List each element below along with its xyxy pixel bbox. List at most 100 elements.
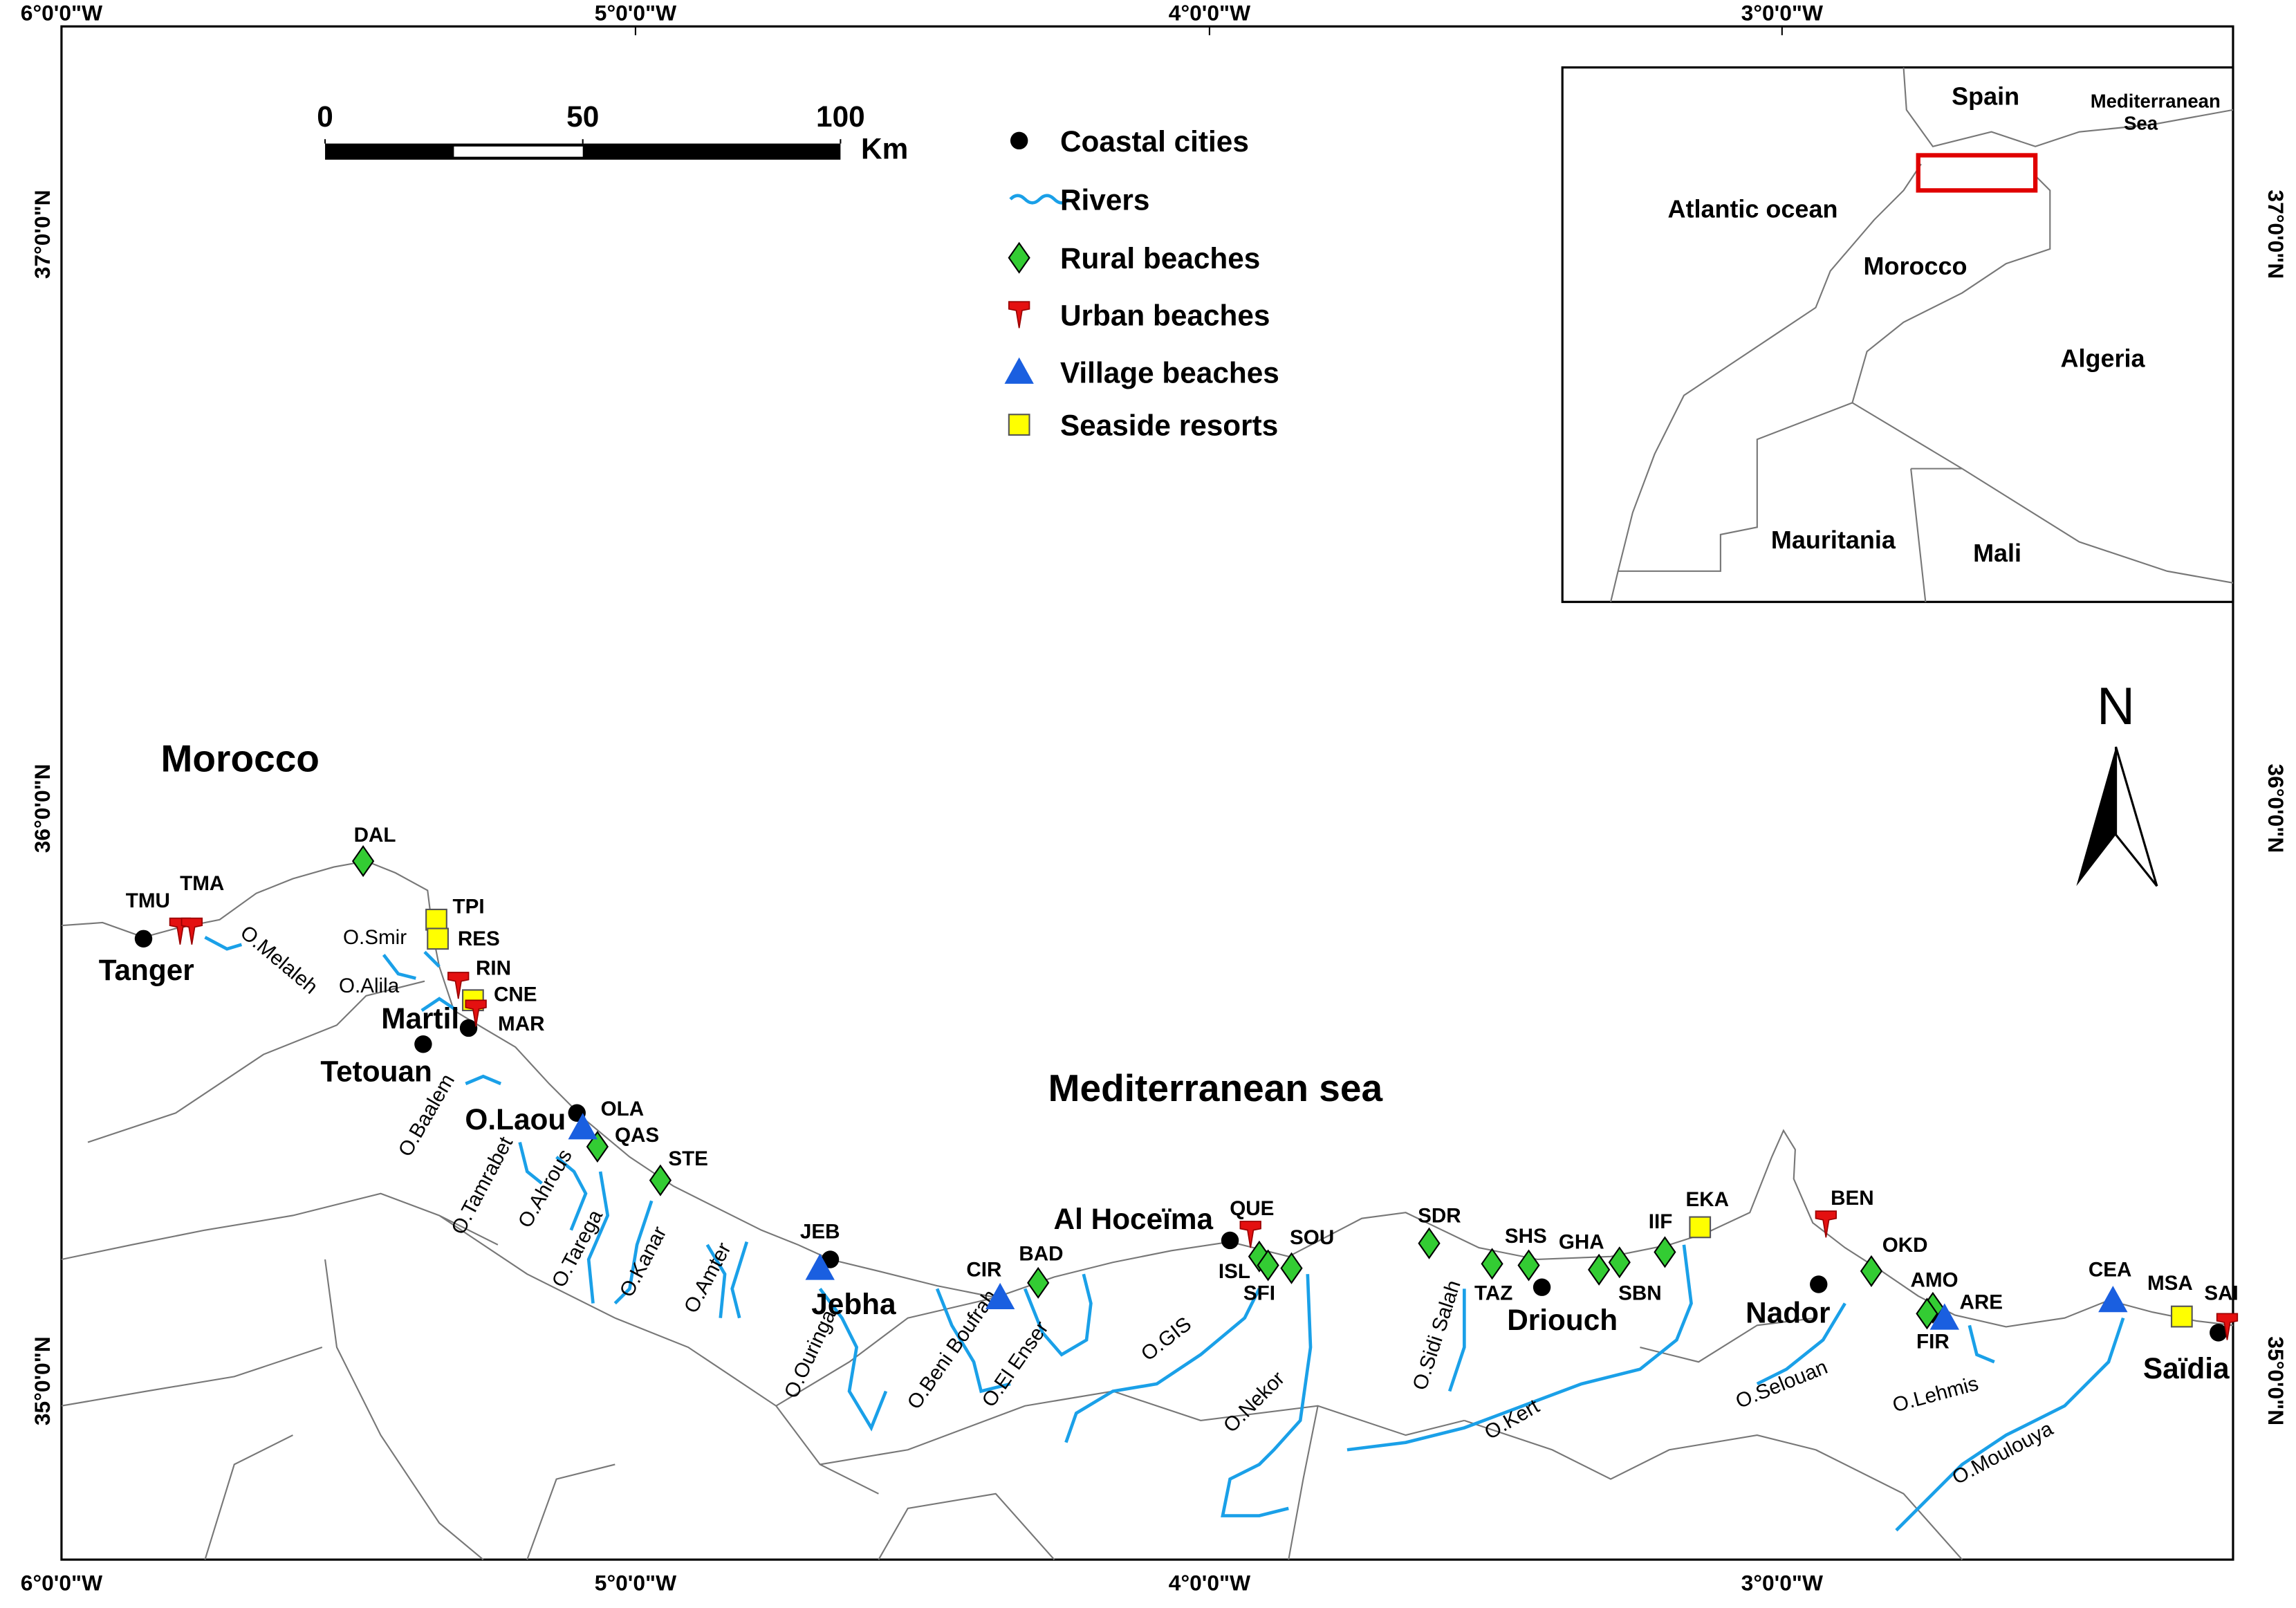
inset-label: Algeria xyxy=(2061,344,2146,372)
village-marker xyxy=(985,1282,1015,1309)
urban-marker xyxy=(1239,1221,1261,1248)
resort-marker xyxy=(1689,1216,1712,1239)
city: Jebha xyxy=(811,1250,896,1320)
urban-marker xyxy=(2216,1313,2239,1340)
lon-label: 5°0'0"W xyxy=(595,1570,676,1595)
inset-sea-label: Mediterranean xyxy=(2091,91,2221,112)
city-label: Al Hoceïma xyxy=(1054,1203,1214,1235)
lon-label: 5°0'0"W xyxy=(595,1,676,26)
beach-label: IIF xyxy=(1649,1210,1673,1233)
boundary xyxy=(61,980,1963,1560)
scale-unit: Km xyxy=(861,132,908,165)
beach-label: SDR xyxy=(1418,1204,1461,1227)
beach: GHA xyxy=(1559,1231,1611,1286)
beach-label: CEA xyxy=(2089,1259,2132,1282)
beach-label: DAL xyxy=(354,824,396,847)
beach-label: SBN xyxy=(1618,1282,1662,1305)
resort-marker xyxy=(425,908,447,931)
beach: CIR xyxy=(966,1259,1015,1309)
beach-label: STE xyxy=(668,1147,708,1170)
beach-label: MAR xyxy=(498,1013,544,1035)
beach: TAZ xyxy=(1474,1248,1512,1305)
beach: OLA xyxy=(568,1098,644,1140)
beach-label: TAZ xyxy=(1474,1282,1512,1305)
lat-label: 35°0'0"N xyxy=(2263,1336,2288,1425)
beach: ARE xyxy=(1929,1291,2003,1330)
lon-label: 3°0'0"W xyxy=(1741,1,1823,26)
scale-bar xyxy=(454,146,583,157)
beach: RES xyxy=(427,927,500,950)
urban-marker xyxy=(1815,1210,1837,1238)
beach: STE xyxy=(649,1147,708,1196)
legend-label: Urban beaches xyxy=(1060,299,1270,332)
city-label: Jebha xyxy=(811,1288,896,1320)
legend-label: Rural beaches xyxy=(1060,242,1260,275)
city: Nador xyxy=(1746,1275,1830,1329)
beach: RIN xyxy=(447,957,511,999)
lat-label: 36°0'0"N xyxy=(2263,764,2288,853)
inset-label: Mauritania xyxy=(1771,526,1896,554)
resort-marker xyxy=(1008,414,1030,436)
beach-label: BEN xyxy=(1831,1187,1874,1210)
city-label: Tetouan xyxy=(320,1055,432,1087)
inset-label: Atlantic ocean xyxy=(1667,194,1837,223)
beach: OKD xyxy=(1860,1234,1928,1287)
inset-label: Morocco xyxy=(1864,252,1968,280)
beach-label: RES xyxy=(458,927,500,950)
urban-marker xyxy=(1008,301,1030,329)
rural-marker xyxy=(1008,241,1030,274)
city: Martil xyxy=(381,1002,478,1037)
rural-marker xyxy=(1860,1255,1883,1287)
lon-label: 4°0'0"W xyxy=(1169,1,1250,26)
beach-label: MSA xyxy=(2147,1272,2193,1295)
beach: TPI xyxy=(425,896,485,931)
rural-marker xyxy=(1916,1297,1938,1330)
river-label: O.Alila xyxy=(339,974,400,997)
city-marker xyxy=(1010,131,1028,150)
rural-marker xyxy=(1481,1248,1503,1280)
legend-item: Rural beaches xyxy=(1008,241,1260,275)
urban-marker xyxy=(465,999,487,1027)
lat-label: 37°0'0"N xyxy=(2263,190,2288,279)
scale-label: 100 xyxy=(816,100,865,133)
beach: DAL xyxy=(351,824,396,878)
village-marker xyxy=(2098,1286,2128,1313)
rural-marker xyxy=(649,1164,672,1196)
beach: TMA xyxy=(180,872,224,945)
beach-label: QUE xyxy=(1230,1197,1274,1220)
beach: BAD xyxy=(1019,1242,1064,1299)
beach: SAI xyxy=(2204,1282,2239,1340)
beach-label: SOU xyxy=(1290,1226,1334,1249)
beach-label: QAS xyxy=(615,1124,659,1147)
legend-item: Village beaches xyxy=(1004,356,1279,389)
coastline xyxy=(61,860,2234,1328)
city-marker xyxy=(134,930,153,948)
village-marker xyxy=(1004,357,1034,384)
beach-label: TPI xyxy=(453,896,485,918)
rural-marker xyxy=(1280,1252,1303,1284)
beach: ISL xyxy=(1219,1240,1271,1283)
rural-marker xyxy=(1654,1236,1676,1268)
beach-label: TMA xyxy=(180,872,224,895)
rural-marker xyxy=(1608,1246,1631,1279)
beach: SFI xyxy=(1243,1249,1279,1305)
urban-marker xyxy=(180,917,203,945)
beach-label: ISL xyxy=(1219,1260,1250,1283)
river-label: O.Smir xyxy=(343,926,407,949)
beach-label: CNE xyxy=(494,983,537,1006)
beach-label: BAD xyxy=(1019,1242,1063,1265)
north-label: N xyxy=(2097,677,2135,736)
city: Tanger xyxy=(99,930,194,986)
beach: FIR xyxy=(1916,1297,1950,1353)
beach-label: CIR xyxy=(966,1259,1001,1282)
legend-item: Urban beaches xyxy=(1008,299,1270,332)
river-symbol xyxy=(1009,194,1071,205)
city-marker xyxy=(2210,1324,2228,1342)
beach-label: RIN xyxy=(476,957,511,980)
rural-marker xyxy=(1517,1249,1540,1282)
beach-label: JEB xyxy=(800,1221,840,1244)
city-label: O.Laou xyxy=(465,1103,566,1136)
beach-label: OKD xyxy=(1882,1234,1928,1257)
